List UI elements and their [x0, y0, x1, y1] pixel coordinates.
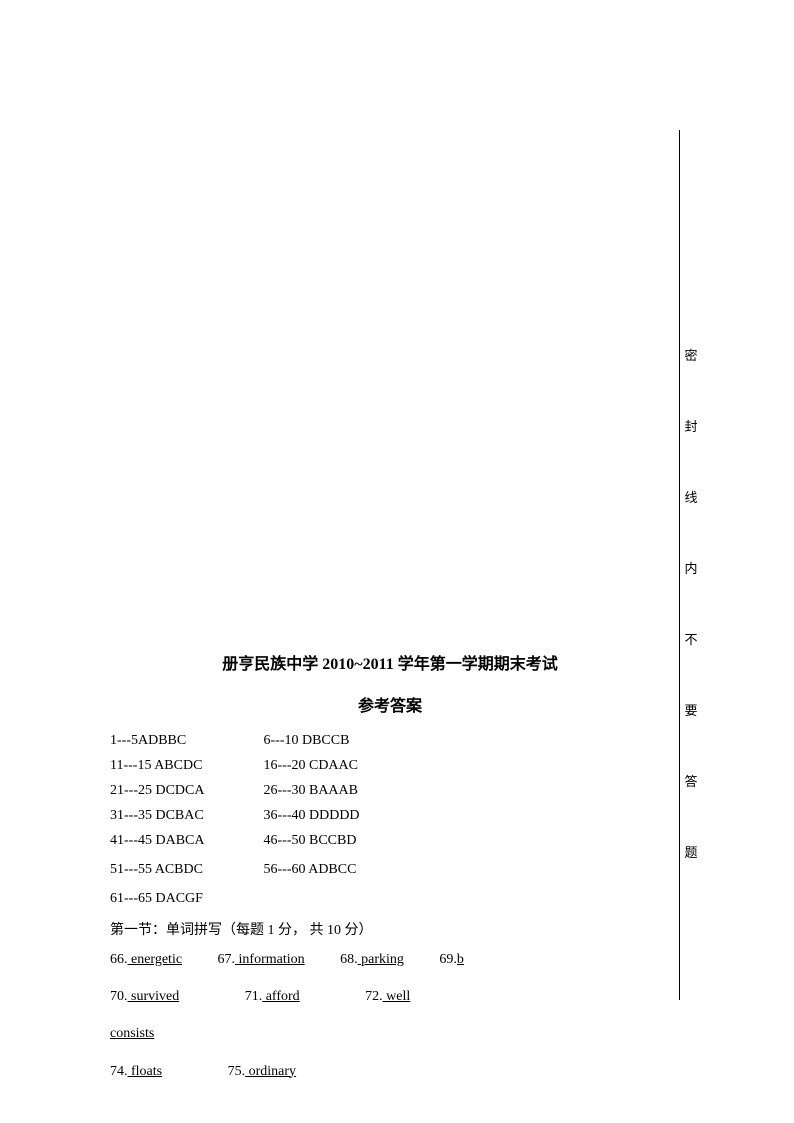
vertical-char: 题: [684, 842, 697, 861]
answer-col1: 21---25 DCDCA: [110, 780, 260, 801]
word-item: 66. energetic: [110, 947, 182, 972]
answer-col1: 31---35 DCBAC: [110, 805, 260, 826]
word-item: 75. ordinary: [228, 1059, 296, 1084]
word-num: 68.: [340, 952, 358, 967]
word-answer: parking: [358, 952, 404, 967]
vertical-char: 封: [684, 416, 697, 435]
main-content: 册亨民族中学 2010~2011 学年第一学期期末考试 参考答案 1---5AD…: [110, 650, 670, 1096]
answer-col2: 6---10 DBCCB: [264, 730, 350, 751]
word-answer: information: [235, 952, 305, 967]
answer-col1: 51---55 ACBDC: [110, 859, 260, 880]
answer-col1: 41---45 DABCA: [110, 830, 260, 851]
word-item: 70. survived: [110, 984, 179, 1009]
answer-row: 51---55 ACBDC 56---60 ADBCC: [110, 859, 670, 880]
word-num: 74.: [110, 1064, 128, 1079]
answer-row: 1---5ADBBC 6---10 DBCCB: [110, 730, 670, 751]
vertical-char: 不: [684, 629, 697, 648]
word-answer: well: [383, 989, 411, 1004]
answer-row-single: 61---65 DACGF: [110, 888, 670, 909]
answer-col2: 56---60 ADBCC: [264, 859, 357, 880]
vertical-char: 密: [684, 345, 697, 364]
word-answer: consists: [110, 1026, 154, 1041]
word-item: 69.b: [439, 947, 464, 972]
word-num: 69.: [439, 952, 457, 967]
word-item: 72. well: [365, 984, 410, 1009]
word-answer: energetic: [128, 952, 183, 967]
word-answer: ordinary: [245, 1064, 296, 1079]
word-answer: survived: [128, 989, 180, 1004]
word-row: 70. survived 71. afford 72. well: [110, 984, 670, 1009]
answer-row: 41---45 DABCA 46---50 BCCBD: [110, 830, 670, 851]
document-subtitle: 参考答案: [110, 692, 670, 716]
word-item: 71. afford: [245, 984, 300, 1009]
word-num: 70.: [110, 989, 128, 1004]
word-num: 71.: [245, 989, 263, 1004]
answer-row: 21---25 DCDCA 26---30 BAAAB: [110, 780, 670, 801]
word-answer: b: [457, 952, 464, 967]
answer-col1: 11---15 ABCDC: [110, 755, 260, 776]
word-num: 72.: [365, 989, 383, 1004]
vertical-char: 答: [684, 771, 697, 790]
word-answer: afford: [262, 989, 299, 1004]
word-answer: floats: [128, 1064, 163, 1079]
vertical-char: 内: [684, 558, 697, 577]
word-row: consists: [110, 1021, 670, 1046]
word-row: 66. energetic 67. information 68. parkin…: [110, 947, 670, 972]
word-item: 67. information: [218, 947, 305, 972]
answer-col2: 46---50 BCCBD: [264, 830, 357, 851]
word-item: 74. floats: [110, 1059, 162, 1084]
answer-col2: 16---20 CDAAC: [264, 755, 359, 776]
answer-col1: 1---5ADBBC: [110, 730, 260, 751]
word-num: 75.: [228, 1064, 246, 1079]
answer-col2: 26---30 BAAAB: [264, 780, 359, 801]
vertical-notice: 密 封 线 内 不 要 答 题: [684, 345, 698, 913]
vertical-char: 线: [684, 487, 697, 506]
answer-col2: 36---40 DDDDD: [264, 805, 360, 826]
section-header: 第一节：单词拼写（每题 1 分， 共 10 分）: [110, 919, 670, 939]
word-item: 68. parking: [340, 947, 404, 972]
answer-row: 31---35 DCBAC 36---40 DDDDD: [110, 805, 670, 826]
document-title: 册亨民族中学 2010~2011 学年第一学期期末考试: [110, 650, 670, 674]
word-num: 67.: [218, 952, 236, 967]
word-num: 66.: [110, 952, 128, 967]
word-row: 74. floats 75. ordinary: [110, 1059, 670, 1084]
answer-row: 11---15 ABCDC 16---20 CDAAC: [110, 755, 670, 776]
seal-line: [679, 130, 680, 1000]
vertical-char: 要: [684, 700, 697, 719]
